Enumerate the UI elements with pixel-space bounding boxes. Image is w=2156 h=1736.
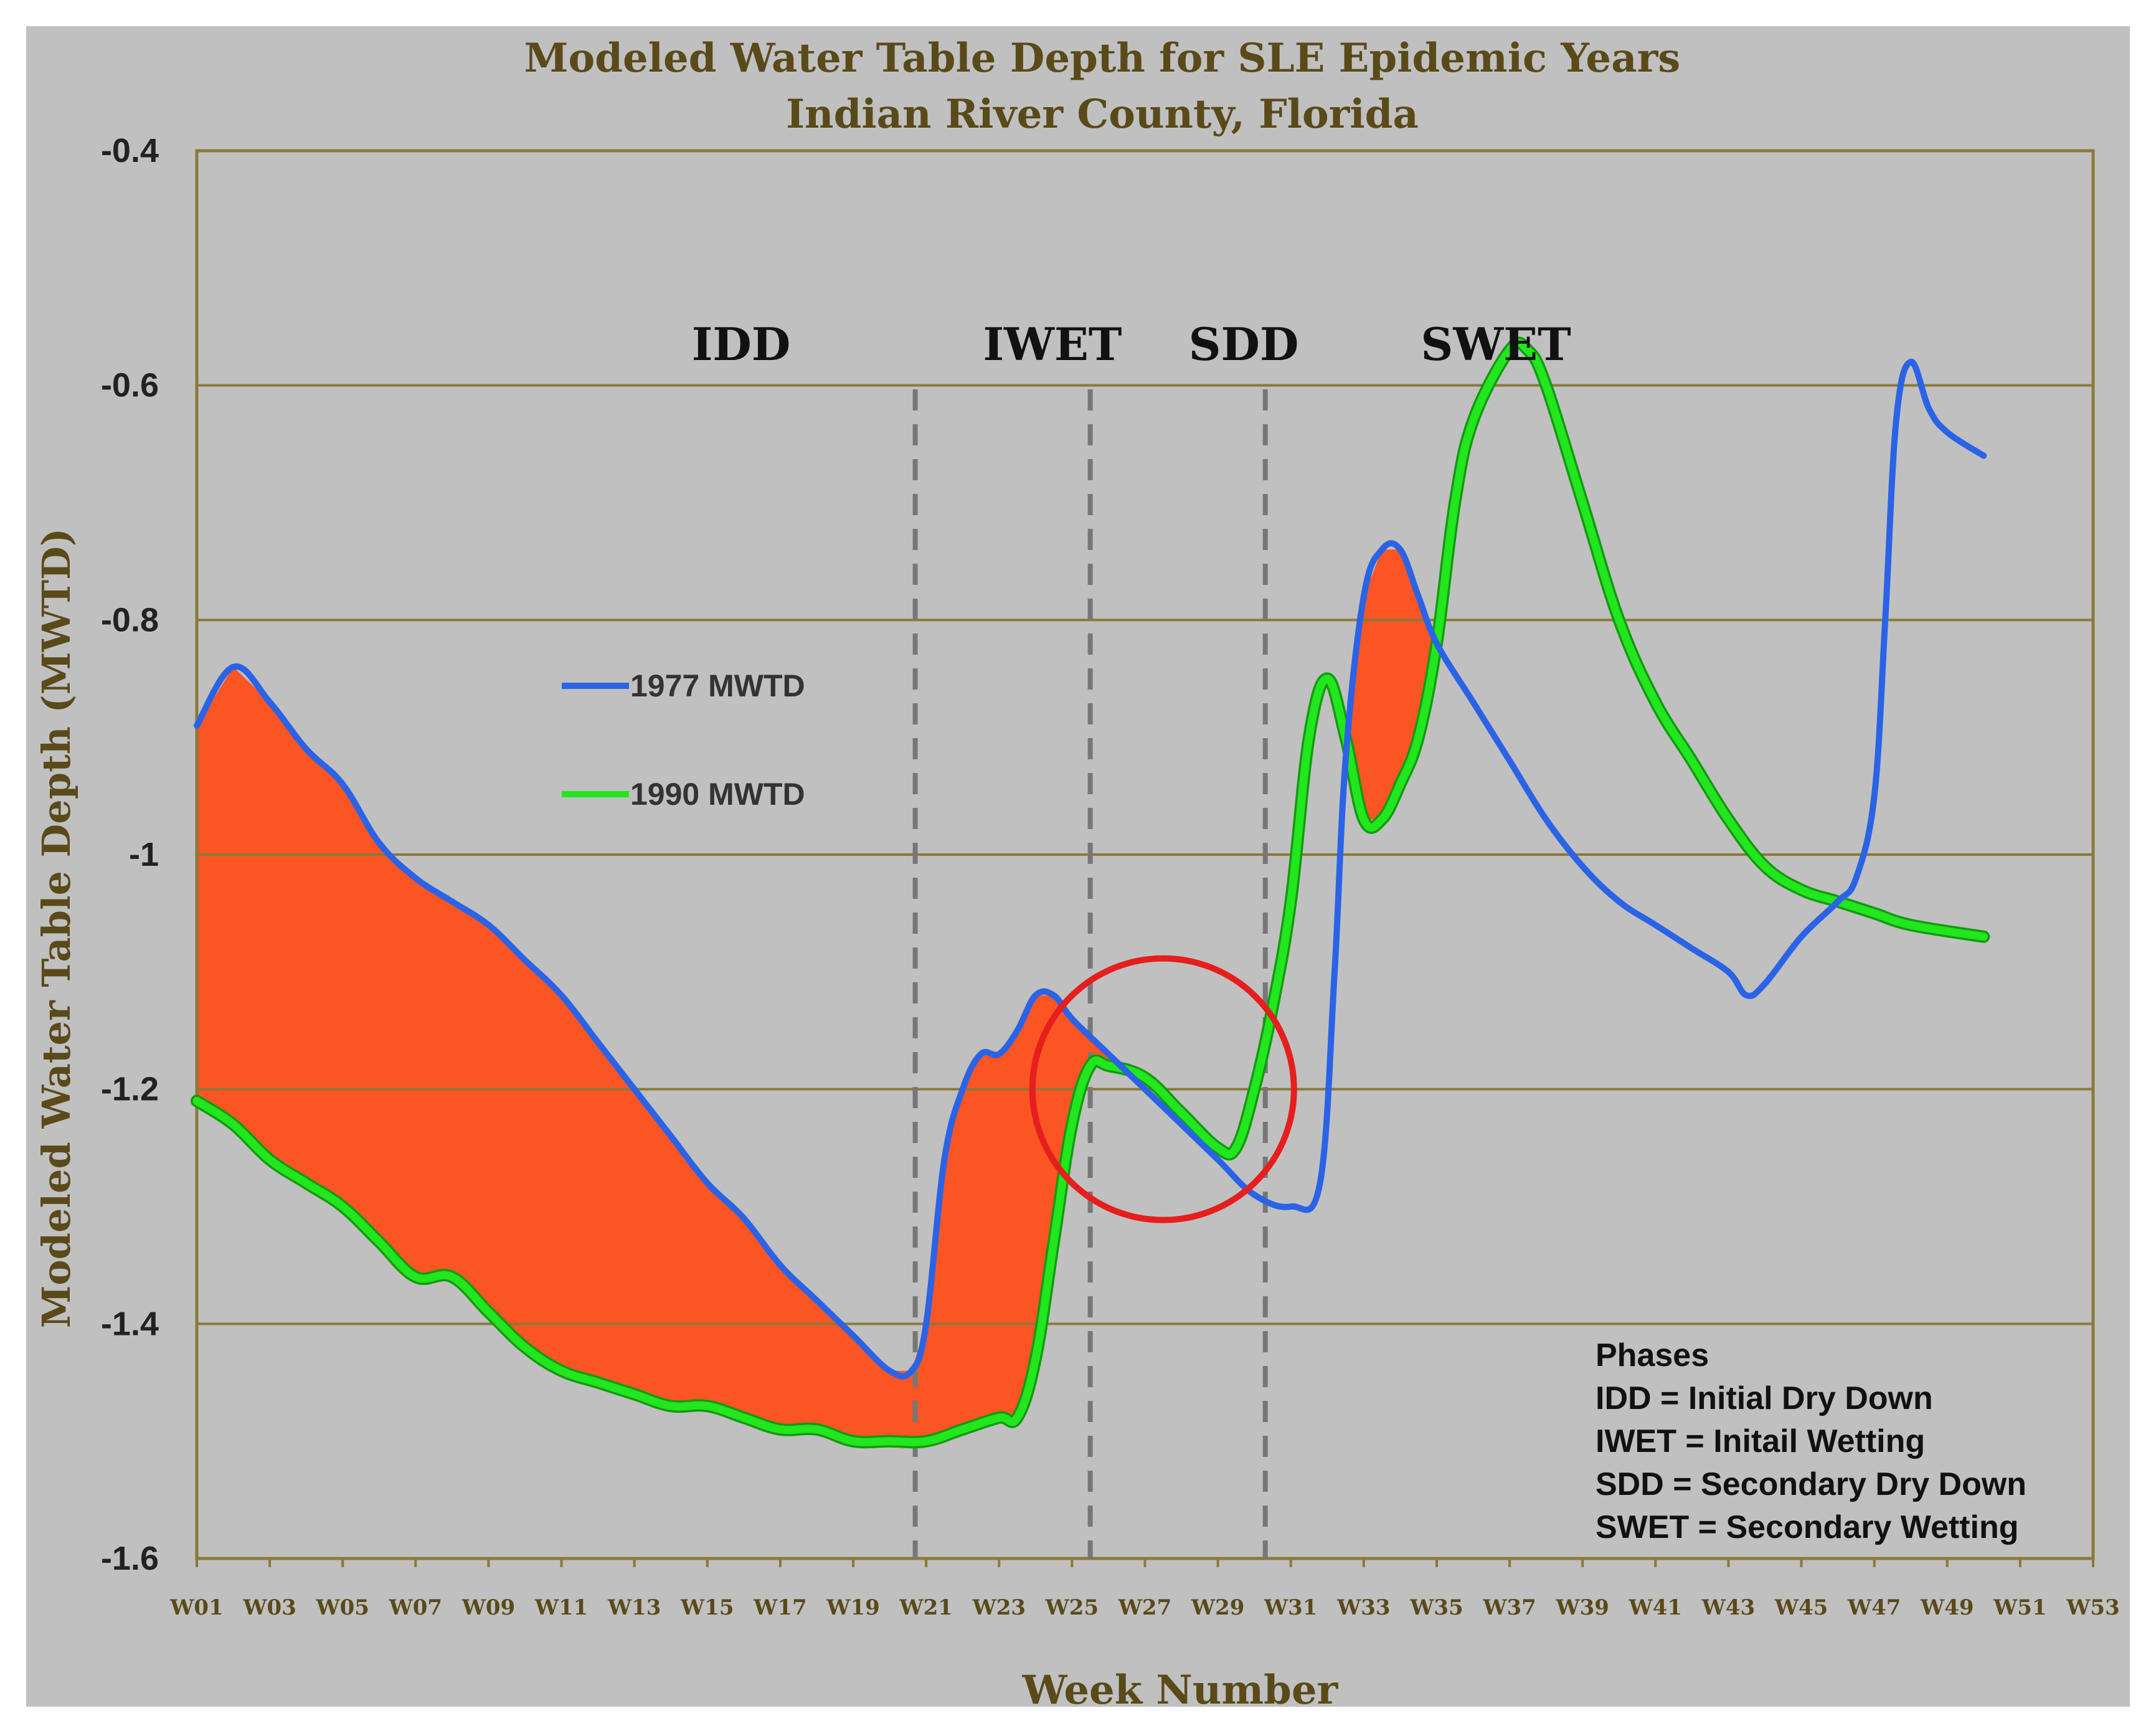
y-tick-label: -1.4 <box>101 1305 159 1342</box>
phases-note-line: IDD = Initial Dry Down <box>1596 1380 1933 1416</box>
x-tick-label: W05 <box>315 1595 369 1620</box>
x-tick-label: W23 <box>972 1595 1026 1620</box>
highlight-circle <box>1029 955 1297 1223</box>
x-tick-label: W15 <box>680 1595 734 1620</box>
x-tick-label: W11 <box>534 1595 589 1620</box>
y-axis-ticks: -0.4 -0.6 -0.8 -1 -1.2 -1.4 -1.6 <box>101 132 159 1577</box>
phases-note: Phases IDD = Initial Dry Down IWET = Ini… <box>1596 1337 2026 1545</box>
legend: 1977 MWTD 1990 MWTD <box>562 668 805 812</box>
x-tick-label: W35 <box>1409 1595 1463 1620</box>
phase-label-iwet: IWET <box>983 318 1122 371</box>
phases-note-line: IWET = Initail Wetting <box>1596 1423 1925 1459</box>
x-tick-label: W45 <box>1774 1595 1828 1620</box>
x-tick-label: W39 <box>1555 1595 1609 1620</box>
x-tick-label: W51 <box>1993 1595 2047 1620</box>
x-axis-title: Week Number <box>1022 1667 1339 1714</box>
phase-label-swet: SWET <box>1421 318 1571 371</box>
x-tick-label: W31 <box>1264 1595 1318 1620</box>
legend-label-1990: 1990 MWTD <box>630 777 805 812</box>
x-tick-label: W03 <box>242 1595 296 1620</box>
x-tick-label: W01 <box>169 1595 224 1620</box>
phase-labels: IDD IWET SDD SWET <box>692 318 1571 371</box>
phase-label-idd: IDD <box>692 318 791 371</box>
x-tick-label: W19 <box>826 1595 880 1620</box>
x-tick-label: W21 <box>899 1595 953 1620</box>
legend-label-1977: 1977 MWTD <box>630 668 805 703</box>
y-axis-title: Modeled Water Table Depth (MWTD) <box>34 528 79 1328</box>
x-tick-label: W43 <box>1701 1595 1756 1620</box>
y-tick-label: -0.4 <box>101 132 159 169</box>
gridlines <box>197 384 2093 1326</box>
difference-fill-group <box>197 549 1435 1441</box>
phases-note-heading: Phases <box>1596 1337 1709 1373</box>
y-tick-label: -1 <box>129 836 159 873</box>
x-tick-label: W17 <box>753 1595 807 1620</box>
x-tick-label: W37 <box>1482 1595 1536 1620</box>
highlight-group <box>1029 955 1297 1223</box>
x-tick-label: W09 <box>461 1595 516 1620</box>
phase-dividers <box>912 389 1268 1558</box>
phases-note-line: SDD = Secondary Dry Down <box>1596 1466 2026 1502</box>
series-lines <box>191 336 1990 1449</box>
y-tick-label: -0.6 <box>101 367 159 404</box>
difference-fill <box>197 666 1122 1441</box>
x-tick-label: W53 <box>2066 1595 2120 1620</box>
x-tick-label: W41 <box>1629 1595 1683 1620</box>
x-tick-label: W25 <box>1045 1595 1099 1620</box>
x-tick-label: W27 <box>1118 1595 1172 1620</box>
difference-fill <box>1349 549 1435 820</box>
chart-title: Modeled Water Table Depth for SLE Epidem… <box>524 35 1681 82</box>
x-axis-ticks: W01 W03 W05 W07 W09 W11 W13 W15 W17 W19 W21 W23 W25 W… <box>169 1558 2120 1620</box>
phases-note-line: SWET = Secondary Wetting <box>1596 1509 2018 1545</box>
x-tick-label: W49 <box>1920 1595 1974 1620</box>
y-tick-label: -0.8 <box>101 601 159 638</box>
series-line-1977 <box>194 359 1987 1380</box>
x-tick-label: W47 <box>1847 1595 1901 1620</box>
x-tick-label: W29 <box>1191 1595 1245 1620</box>
phase-label-sdd: SDD <box>1189 318 1299 371</box>
x-tick-label: W13 <box>607 1595 661 1620</box>
x-tick-label: W07 <box>389 1595 443 1620</box>
series-line-1990 <box>192 339 1988 1446</box>
x-tick-label: W33 <box>1336 1595 1391 1620</box>
y-tick-label: -1.2 <box>101 1071 159 1108</box>
chart-subtitle: Indian River County, Florida <box>786 91 1419 138</box>
y-tick-label: -1.6 <box>101 1540 159 1577</box>
